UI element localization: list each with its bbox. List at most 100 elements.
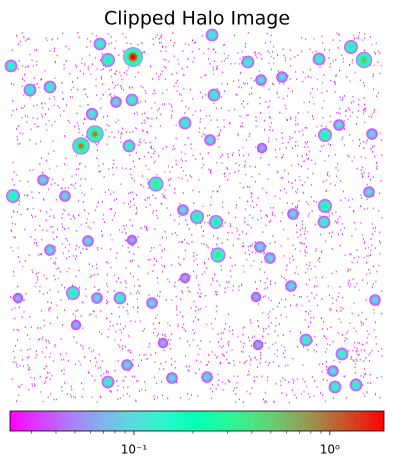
noise-pixel <box>269 117 271 119</box>
noise-pixel <box>223 52 225 55</box>
noise-pixel <box>202 230 204 232</box>
noise-pixel <box>200 118 202 120</box>
noise-pixel <box>272 308 274 310</box>
source <box>150 301 154 305</box>
noise-pixel <box>120 85 122 87</box>
noise-pixel <box>34 385 36 387</box>
noise-pixel <box>125 345 126 348</box>
noise-pixel <box>299 250 301 252</box>
noise-pixel <box>137 265 139 267</box>
noise-pixel <box>222 219 224 221</box>
noise-pixel <box>152 152 154 155</box>
noise-pixel <box>246 232 247 235</box>
noise-pixel <box>57 105 59 107</box>
noise-pixel <box>53 274 55 277</box>
noise-pixel <box>326 379 328 382</box>
noise-pixel <box>237 133 239 135</box>
noise-pixel <box>323 378 325 381</box>
noise-pixel <box>243 100 245 102</box>
noise-pixel <box>296 396 297 399</box>
noise-pixel <box>106 115 108 118</box>
noise-pixel <box>238 86 240 88</box>
noise-pixel <box>345 110 347 112</box>
noise-pixel <box>77 77 79 79</box>
noise-pixel <box>32 216 34 219</box>
noise-pixel <box>204 221 206 224</box>
noise-pixel <box>137 278 139 281</box>
noise-pixel <box>75 310 77 312</box>
noise-pixel <box>248 253 250 256</box>
noise-pixel <box>169 170 171 173</box>
noise-pixel <box>54 98 56 101</box>
noise-pixel <box>326 368 328 371</box>
noise-pixel <box>120 281 122 284</box>
noise-pixel <box>282 352 284 355</box>
noise-pixel <box>57 184 59 186</box>
noise-pixel <box>40 78 42 81</box>
noise-pixel <box>144 89 146 92</box>
noise-pixel <box>95 78 97 81</box>
noise-pixel <box>265 224 267 227</box>
noise-pixel <box>111 208 113 210</box>
noise-pixel <box>292 255 293 257</box>
noise-pixel <box>358 103 359 106</box>
noise-pixel <box>330 183 332 185</box>
noise-pixel <box>175 308 177 311</box>
noise-pixel <box>158 107 160 110</box>
noise-pixel <box>95 34 97 37</box>
source <box>268 256 272 260</box>
noise-pixel <box>214 354 216 356</box>
noise-pixel <box>48 372 50 374</box>
noise-pixel <box>148 196 150 199</box>
noise-pixel <box>333 359 335 362</box>
noise-pixel <box>125 286 127 289</box>
noise-pixel <box>348 155 350 158</box>
noise-pixel <box>60 353 62 356</box>
noise-pixel <box>381 154 383 156</box>
noise-pixel <box>100 375 102 377</box>
noise-pixel <box>148 187 150 189</box>
noise-pixel <box>373 312 375 314</box>
noise-pixel <box>188 290 190 292</box>
noise-pixel <box>181 290 183 292</box>
noise-pixel <box>373 145 375 147</box>
noise-pixel <box>19 364 21 367</box>
source <box>95 296 99 300</box>
noise-pixel <box>241 103 243 105</box>
noise-pixel <box>255 120 257 122</box>
noise-pixel <box>215 388 217 390</box>
noise-pixel <box>236 204 238 206</box>
noise-pixel <box>61 369 63 372</box>
noise-pixel <box>247 32 249 34</box>
noise-pixel <box>288 401 290 404</box>
noise-pixel <box>246 258 248 261</box>
noise-pixel <box>114 338 116 341</box>
noise-pixel <box>276 170 278 173</box>
noise-pixel <box>222 201 224 204</box>
noise-pixel <box>197 395 199 397</box>
noise-pixel <box>321 107 323 109</box>
noise-pixel <box>356 282 358 285</box>
noise-pixel <box>325 179 327 182</box>
noise-pixel <box>95 119 96 121</box>
noise-pixel <box>193 260 195 262</box>
noise-pixel <box>375 336 377 338</box>
noise-pixel <box>69 72 71 75</box>
noise-pixel <box>286 264 288 267</box>
noise-pixel <box>78 128 80 130</box>
noise-pixel <box>351 101 352 104</box>
noise-pixel <box>75 396 76 399</box>
noise-pixel <box>191 241 193 243</box>
noise-pixel <box>91 375 93 377</box>
source <box>161 341 165 345</box>
noise-pixel <box>281 132 283 134</box>
noise-pixel <box>177 85 179 88</box>
noise-pixel <box>45 380 47 383</box>
noise-pixel <box>243 362 245 364</box>
noise-pixel <box>53 50 55 52</box>
noise-pixel <box>244 164 246 166</box>
noise-pixel <box>96 144 98 146</box>
noise-pixel <box>334 220 336 223</box>
noise-pixel <box>135 400 137 402</box>
noise-pixel <box>75 230 77 232</box>
